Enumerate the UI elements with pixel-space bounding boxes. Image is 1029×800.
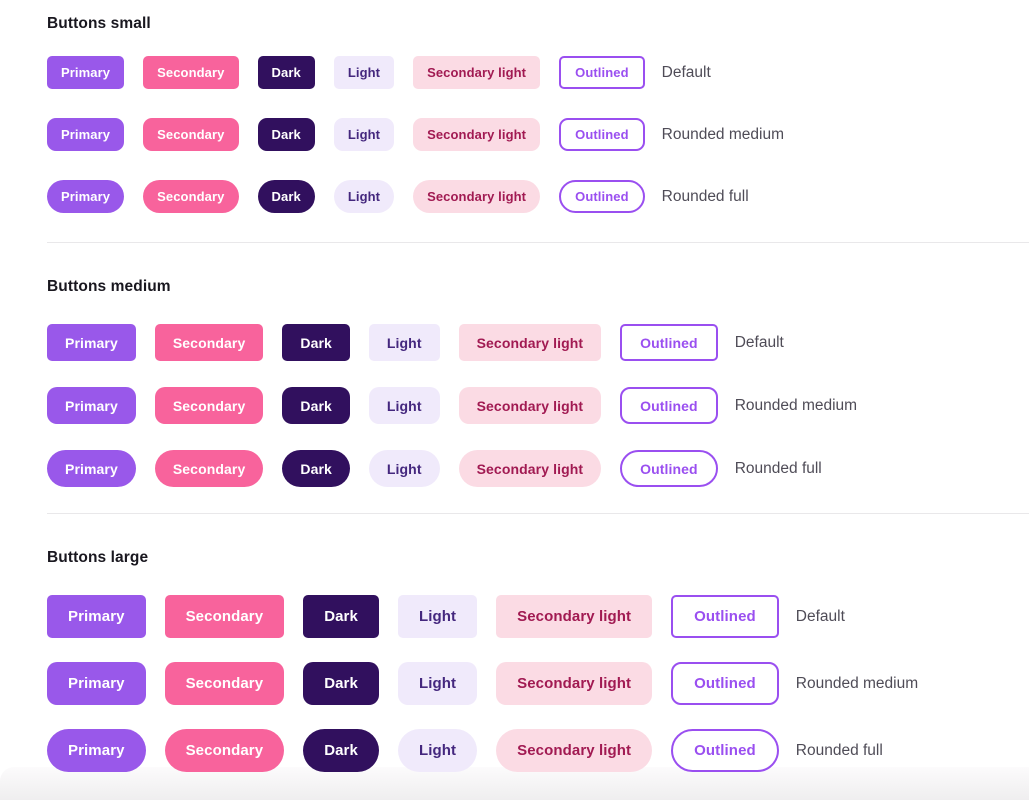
primary-button-large-default[interactable]: Primary bbox=[47, 595, 146, 638]
row-variant-label-large-rounded-full: Rounded full bbox=[795, 741, 883, 759]
primary-button-medium-rounded-full[interactable]: Primary bbox=[47, 450, 136, 487]
row-variant-label-large-rounded-medium: Rounded medium bbox=[795, 674, 919, 692]
section-title-medium: Buttons medium bbox=[47, 278, 171, 295]
light-button-large-rounded-full[interactable]: Light bbox=[397, 729, 478, 772]
row-variant-label-small-default: Default bbox=[661, 63, 711, 81]
secondary-button-large-default[interactable]: Secondary bbox=[164, 595, 285, 638]
light-button-medium-default[interactable]: Light bbox=[368, 324, 440, 361]
outlined-button-small-default[interactable]: Outlined bbox=[559, 56, 645, 89]
section-title-large: Buttons large bbox=[47, 549, 149, 566]
primary-button-medium-default[interactable]: Primary bbox=[47, 324, 136, 361]
secondary-button-small-rounded-medium[interactable]: Secondary bbox=[143, 118, 239, 151]
button-row-large-rounded-medium: Primary Secondary Dark Light Secondary light… bbox=[47, 662, 1029, 705]
buttons-showcase-page: Buttons small Primary Secondary Dark Light Se… bbox=[47, 15, 1029, 772]
secondary-light-button-large-default[interactable]: Secondary light bbox=[496, 595, 653, 638]
buttons-section-medium: Buttons medium Primary Secondary Dark Light S… bbox=[47, 278, 1029, 487]
button-row-large-rounded-full: Primary Secondary Dark Light Secondary light… bbox=[47, 729, 1029, 772]
dark-button-small-rounded-medium[interactable]: Dark bbox=[257, 118, 315, 151]
light-button-small-rounded-medium[interactable]: Light bbox=[333, 118, 395, 151]
secondary-button-small-default[interactable]: Secondary bbox=[143, 56, 239, 89]
light-button-small-rounded-full[interactable]: Light bbox=[333, 180, 395, 213]
dark-button-large-rounded-full[interactable]: Dark bbox=[303, 729, 379, 772]
primary-button-large-rounded-full[interactable]: Primary bbox=[47, 729, 146, 772]
page-bottom-fade bbox=[0, 767, 1029, 800]
buttons-section-large: Buttons large Primary Secondary Dark Light Se… bbox=[47, 549, 1029, 772]
outlined-button-medium-rounded-medium[interactable]: Outlined bbox=[620, 387, 718, 424]
buttons-section-small: Buttons small Primary Secondary Dark Light Se… bbox=[47, 15, 1029, 213]
primary-button-small-default[interactable]: Primary bbox=[47, 56, 125, 89]
dark-button-medium-default[interactable]: Dark bbox=[282, 324, 350, 361]
secondary-button-medium-rounded-full[interactable]: Secondary bbox=[154, 450, 264, 487]
primary-button-small-rounded-full[interactable]: Primary bbox=[47, 180, 125, 213]
secondary-light-button-medium-default[interactable]: Secondary light bbox=[458, 324, 602, 361]
button-row-medium-rounded-full: Primary Secondary Dark Light Secondary light… bbox=[47, 450, 1029, 487]
dark-button-medium-rounded-medium[interactable]: Dark bbox=[282, 387, 350, 424]
light-button-large-default[interactable]: Light bbox=[397, 595, 478, 638]
row-variant-label-large-default: Default bbox=[795, 607, 845, 625]
row-variant-label-medium-rounded-full: Rounded full bbox=[734, 459, 822, 477]
dark-button-large-rounded-medium[interactable]: Dark bbox=[303, 662, 379, 705]
dark-button-small-rounded-full[interactable]: Dark bbox=[257, 180, 315, 213]
light-button-large-rounded-medium[interactable]: Light bbox=[397, 662, 478, 705]
section-divider bbox=[47, 242, 1029, 243]
outlined-button-small-rounded-full[interactable]: Outlined bbox=[559, 180, 645, 213]
outlined-button-medium-default[interactable]: Outlined bbox=[620, 324, 718, 361]
row-variant-label-medium-default: Default bbox=[734, 333, 784, 351]
secondary-light-button-medium-rounded-medium[interactable]: Secondary light bbox=[458, 387, 602, 424]
dark-button-small-default[interactable]: Dark bbox=[257, 56, 315, 89]
section-divider bbox=[47, 513, 1029, 514]
secondary-light-button-large-rounded-full[interactable]: Secondary light bbox=[496, 729, 653, 772]
outlined-button-large-rounded-medium[interactable]: Outlined bbox=[671, 662, 779, 705]
outlined-button-medium-rounded-full[interactable]: Outlined bbox=[620, 450, 718, 487]
outlined-button-large-default[interactable]: Outlined bbox=[671, 595, 779, 638]
secondary-button-large-rounded-medium[interactable]: Secondary bbox=[164, 662, 285, 705]
light-button-medium-rounded-full[interactable]: Light bbox=[368, 450, 440, 487]
secondary-button-medium-rounded-medium[interactable]: Secondary bbox=[154, 387, 264, 424]
section-title-small: Buttons small bbox=[47, 15, 151, 32]
row-variant-label-small-rounded-full: Rounded full bbox=[661, 187, 749, 205]
secondary-light-button-small-default[interactable]: Secondary light bbox=[413, 56, 541, 89]
primary-button-large-rounded-medium[interactable]: Primary bbox=[47, 662, 146, 705]
light-button-medium-rounded-medium[interactable]: Light bbox=[368, 387, 440, 424]
button-row-medium-rounded-medium: Primary Secondary Dark Light Secondary light… bbox=[47, 387, 1029, 424]
row-variant-label-small-rounded-medium: Rounded medium bbox=[661, 125, 784, 143]
button-row-small-rounded-full: Primary Secondary Dark Light Secondary light… bbox=[47, 180, 1029, 213]
secondary-light-button-small-rounded-medium[interactable]: Secondary light bbox=[413, 118, 541, 151]
light-button-small-default[interactable]: Light bbox=[333, 56, 395, 89]
secondary-button-small-rounded-full[interactable]: Secondary bbox=[143, 180, 239, 213]
button-row-medium-default: Primary Secondary Dark Light Secondary light… bbox=[47, 324, 1029, 361]
dark-button-large-default[interactable]: Dark bbox=[303, 595, 379, 638]
button-row-small-rounded-medium: Primary Secondary Dark Light Secondary light… bbox=[47, 118, 1029, 151]
secondary-button-large-rounded-full[interactable]: Secondary bbox=[164, 729, 285, 772]
secondary-light-button-medium-rounded-full[interactable]: Secondary light bbox=[458, 450, 602, 487]
button-row-small-default: Primary Secondary Dark Light Secondary light… bbox=[47, 56, 1029, 89]
secondary-light-button-large-rounded-medium[interactable]: Secondary light bbox=[496, 662, 653, 705]
primary-button-medium-rounded-medium[interactable]: Primary bbox=[47, 387, 136, 424]
secondary-light-button-small-rounded-full[interactable]: Secondary light bbox=[413, 180, 541, 213]
outlined-button-small-rounded-medium[interactable]: Outlined bbox=[559, 118, 645, 151]
button-row-large-default: Primary Secondary Dark Light Secondary light… bbox=[47, 595, 1029, 638]
primary-button-small-rounded-medium[interactable]: Primary bbox=[47, 118, 125, 151]
secondary-button-medium-default[interactable]: Secondary bbox=[154, 324, 264, 361]
outlined-button-large-rounded-full[interactable]: Outlined bbox=[671, 729, 779, 772]
row-variant-label-medium-rounded-medium: Rounded medium bbox=[734, 396, 858, 414]
dark-button-medium-rounded-full[interactable]: Dark bbox=[282, 450, 350, 487]
